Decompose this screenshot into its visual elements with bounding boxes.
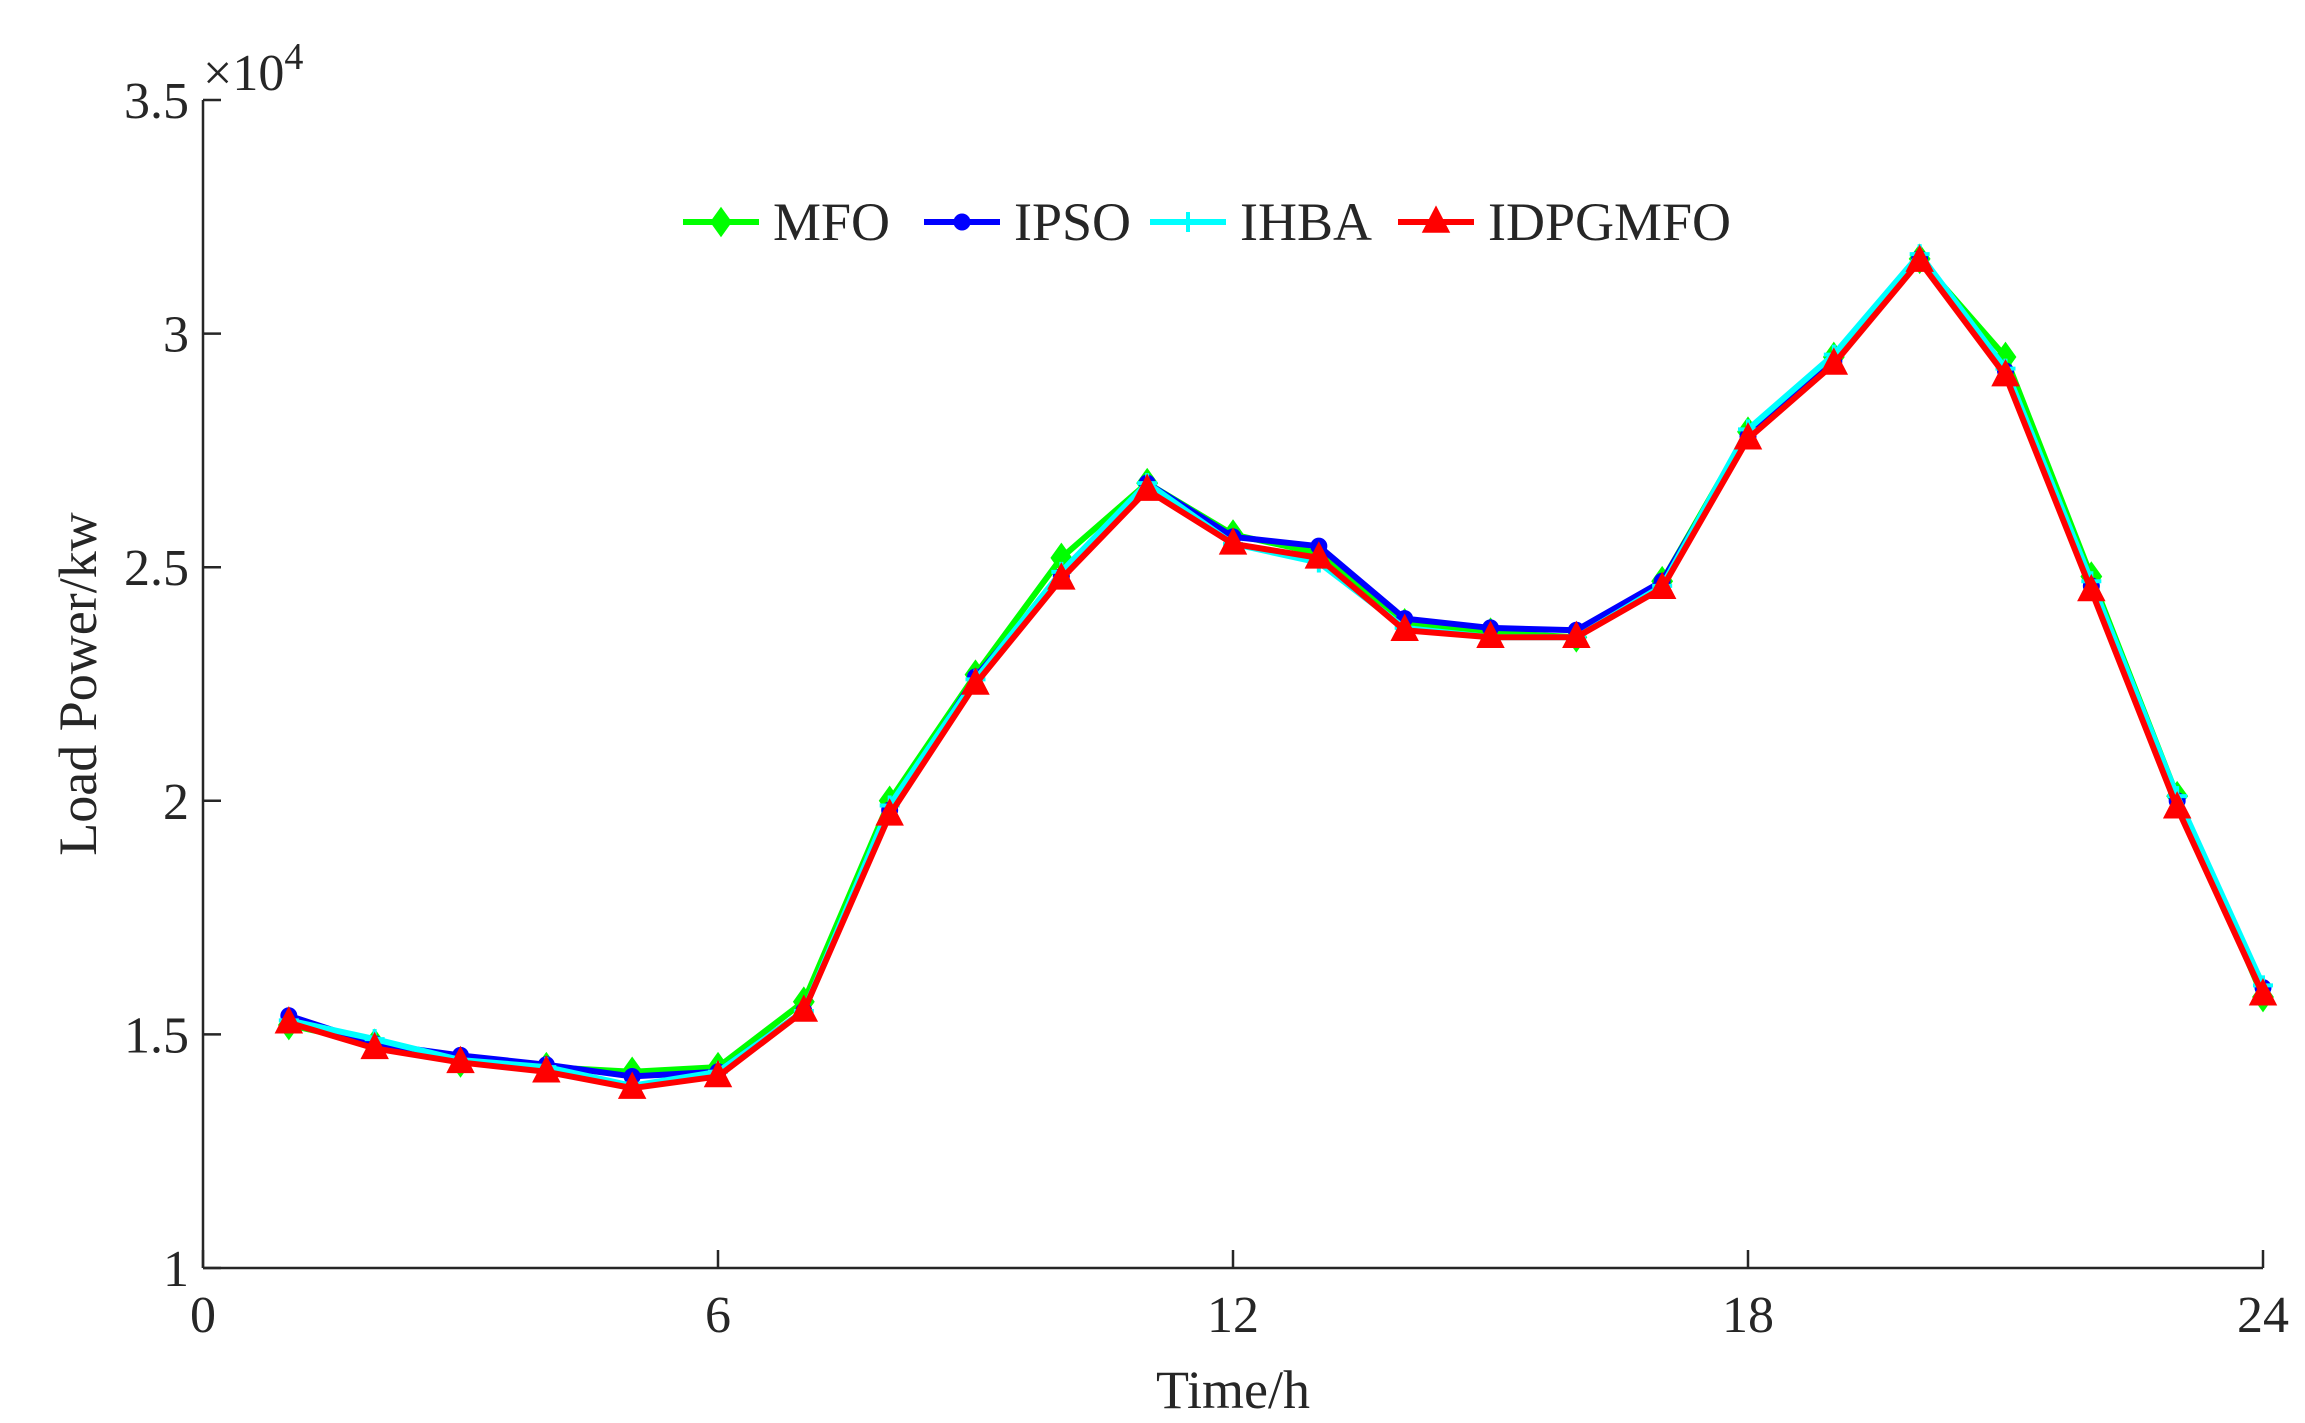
data-point-idpgmfo [1047,562,1076,590]
data-point-idpgmfo [961,667,990,695]
data-point-idpgmfo [1476,620,1505,649]
data-point-idpgmfo [1647,571,1677,599]
y-exponent-power: 4 [284,36,303,78]
data-point-idpgmfo [1390,613,1419,642]
x-tick-label: 12 [1207,1287,1259,1344]
data-point-idpgmfo [1218,527,1248,555]
data-point-idpgmfo [1991,359,2020,387]
legend-marker-idpgmfo [1421,205,1451,233]
legend-item-ihba: IHBA [1150,192,1372,252]
y-tick-label: 3 [163,307,189,364]
legend-marker-mfo [710,206,732,238]
series-line-mfo [288,255,2266,1075]
series-ipso [280,250,2272,1085]
data-point-idpgmfo [703,1059,733,1088]
legend-label-idpgmfo: IDPGMFO [1488,192,1731,252]
data-point-idpgmfo [1132,473,1162,501]
y-tick-label: 1 [163,1241,189,1298]
series-line-idpgmfo [287,258,2266,1092]
legend-item-ipso: IPSO [924,192,1131,252]
data-point-idpgmfo [1562,620,1591,649]
plot-area [274,243,2278,1099]
x-tick-label: 18 [1722,1287,1774,1344]
legend: MFO IPSO IHBA IDPGMFO [683,192,1731,252]
data-point-idpgmfo [1905,244,1934,272]
legend-item-idpgmfo: IDPGMFO [1398,192,1731,252]
y-exponent-base: ×10 [203,45,284,102]
y-tick-label: 1.5 [124,1007,189,1064]
legend-marker-ihba [1178,212,1198,232]
data-point-idpgmfo [532,1055,561,1083]
legend-item-mfo: MFO [683,192,890,252]
axes: 0 6 12 18 24 1 1.5 2 2.5 3 3.5 [124,73,2289,1344]
data-point-idpgmfo [1733,422,1763,450]
data-point-idpgmfo [1304,541,1334,569]
x-tick-label: 24 [2237,1287,2289,1344]
data-point-idpgmfo [875,798,904,826]
x-tick-label: 6 [705,1287,731,1344]
data-point-idpgmfo [1819,347,1849,375]
series-mfo [277,243,2274,1088]
data-point-idpgmfo [360,1031,389,1060]
x-axis-label: Time/h [1156,1360,1310,1420]
series-ihba [278,244,2273,1096]
data-point-idpgmfo [274,1006,304,1034]
data-point-idpgmfo [2162,791,2192,819]
series-line-ipso [287,255,2266,1080]
data-point-idpgmfo [617,1071,647,1099]
y-axis-exponent-label: ×104 [203,36,303,102]
y-tick-label: 3.5 [124,73,189,130]
data-point-idpgmfo [446,1045,475,1074]
series-line-ihba [288,251,2266,1089]
y-tick-label: 2.5 [124,540,189,597]
legend-label-ipso: IPSO [1014,192,1131,252]
legend-marker-ipso [953,213,971,231]
legend-label-mfo: MFO [773,192,890,252]
data-point-idpgmfo [2077,573,2106,602]
y-axis-label: Load Power/kw [48,512,108,855]
data-point-idpgmfo [2248,978,2278,1006]
data-point-idpgmfo [789,994,819,1022]
y-tick-label: 2 [163,774,189,831]
x-tick-label: 0 [190,1287,216,1344]
legend-label-ihba: IHBA [1240,192,1372,252]
series-idpgmfo [274,244,2278,1099]
